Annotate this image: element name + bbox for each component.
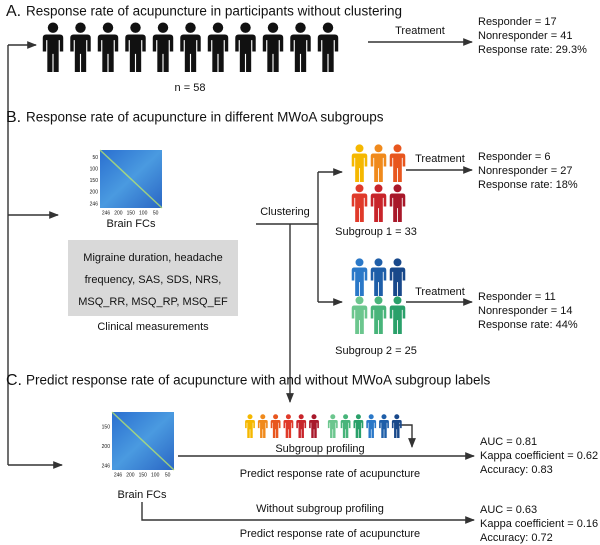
matrix-tick-label: 150 xyxy=(102,425,111,431)
matrix-tick-label: 246 xyxy=(102,463,111,469)
person-icon xyxy=(290,22,311,72)
section-title: Predict response rate of acupuncture wit… xyxy=(26,373,491,388)
person-icon xyxy=(245,414,255,438)
section-label: A. xyxy=(6,3,21,20)
matrix-diagonal xyxy=(111,411,175,471)
person-icon xyxy=(283,414,294,438)
person-icon xyxy=(351,144,368,182)
person-icon xyxy=(370,296,387,334)
matrix-tick-label: 50 xyxy=(153,210,159,216)
arrow xyxy=(398,424,416,448)
arrow-label: Treatment xyxy=(415,286,465,298)
matrix-tick-label: 100 xyxy=(90,167,99,173)
arrow-label: Clustering xyxy=(260,206,310,218)
path-label: Without subgroup profiling xyxy=(256,503,384,515)
matrix-tick-label: 200 xyxy=(90,190,99,196)
clinical-line: frequency, SAS, SDS, NRS, xyxy=(85,274,222,286)
person-icon xyxy=(366,414,377,438)
matrix-tick-label: 50 xyxy=(92,155,98,161)
section-title: Response rate of acupuncture in particip… xyxy=(26,4,402,19)
person-icon xyxy=(340,414,351,438)
arrow-label: Treatment xyxy=(395,25,445,37)
result: Responder = 6 xyxy=(478,151,550,163)
person-icon xyxy=(370,144,387,182)
matrix-caption: Brain FCs xyxy=(118,489,167,501)
matrix-tick-label: 100 xyxy=(139,210,148,216)
person-icon xyxy=(351,296,368,334)
matrix-tick-label: 200 xyxy=(126,472,135,478)
result: Response rate: 29.3% xyxy=(478,44,587,56)
clinical-line: Migraine duration, headache xyxy=(83,252,222,264)
person-icon xyxy=(42,22,64,72)
person-icon xyxy=(389,144,406,182)
result: Nonresponder = 27 xyxy=(478,165,572,177)
person-icon xyxy=(270,414,281,438)
person-icon xyxy=(389,258,406,296)
task-label: Predict response rate of acupuncture xyxy=(240,528,420,540)
person-icon xyxy=(379,414,389,438)
matrix-tick-label: 50 xyxy=(165,472,171,478)
result: Accuracy: 0.83 xyxy=(480,464,553,476)
arrow xyxy=(141,502,475,524)
matrix-tick-label: 246 xyxy=(102,210,111,216)
matrix-diagonal xyxy=(99,149,163,209)
matrix-tick-label: 246 xyxy=(90,201,99,207)
section-label: B. xyxy=(6,109,21,126)
result: Kappa coefficient = 0.62 xyxy=(480,450,598,462)
sample-size: n = 58 xyxy=(175,82,206,94)
result: Nonresponder = 14 xyxy=(478,305,572,317)
person-icon xyxy=(97,22,119,72)
result: Responder = 17 xyxy=(478,16,557,28)
matrix-tick-label: 150 xyxy=(127,210,136,216)
person-icon xyxy=(309,414,319,438)
result: AUC = 0.81 xyxy=(480,436,537,448)
person-icon xyxy=(370,184,387,222)
section-title: Response rate of acupuncture in differen… xyxy=(26,110,384,125)
clinical-line: MSQ_RR, MSQ_RP, MSQ_EF xyxy=(78,296,228,308)
person-icon xyxy=(125,22,146,72)
person-icon xyxy=(207,22,229,72)
result: Response rate: 44% xyxy=(478,319,578,331)
arrow-label: Treatment xyxy=(415,153,465,165)
matrix-tick-label: 200 xyxy=(102,444,111,450)
matrix-tick-label: 150 xyxy=(90,178,99,184)
person-icon xyxy=(70,22,91,72)
person-icon xyxy=(389,296,406,334)
person-icon xyxy=(370,258,387,296)
matrix-tick-label: 100 xyxy=(151,472,160,478)
person-icon xyxy=(317,22,339,72)
clinical-caption: Clinical measurements xyxy=(97,321,209,333)
result: AUC = 0.63 xyxy=(480,504,537,516)
decorations xyxy=(7,38,475,524)
clinical-box xyxy=(68,240,238,316)
result: Kappa coefficient = 0.16 xyxy=(480,518,598,530)
person-icon xyxy=(180,22,201,72)
person-icon xyxy=(152,22,174,72)
matrix-tick-label: 246 xyxy=(114,472,123,478)
person-icon xyxy=(389,184,406,222)
task-label: Predict response rate of acupuncture xyxy=(240,468,420,480)
subgroup-label: Subgroup 2 = 25 xyxy=(335,345,417,357)
matrix-caption: Brain FCs xyxy=(107,218,156,230)
person-icon xyxy=(257,414,268,438)
section-label: C. xyxy=(6,372,22,389)
result: Responder = 11 xyxy=(478,291,556,303)
person-icon xyxy=(351,258,368,296)
subgroup-label: Subgroup 1 = 33 xyxy=(335,226,417,238)
person-icon xyxy=(327,414,338,438)
path-label: Subgroup profiling xyxy=(275,443,364,455)
person-icon xyxy=(391,414,402,438)
result: Nonresponder = 41 xyxy=(478,30,572,42)
matrix-tick-label: 150 xyxy=(139,472,148,478)
person-icon xyxy=(262,22,284,72)
person-icon xyxy=(296,414,307,438)
matrix-tick-label: 200 xyxy=(114,210,123,216)
result: Response rate: 18% xyxy=(478,179,578,191)
person-icon xyxy=(353,414,364,438)
person-icon xyxy=(351,184,368,222)
person-icon xyxy=(235,22,256,72)
result: Accuracy: 0.72 xyxy=(480,532,553,544)
